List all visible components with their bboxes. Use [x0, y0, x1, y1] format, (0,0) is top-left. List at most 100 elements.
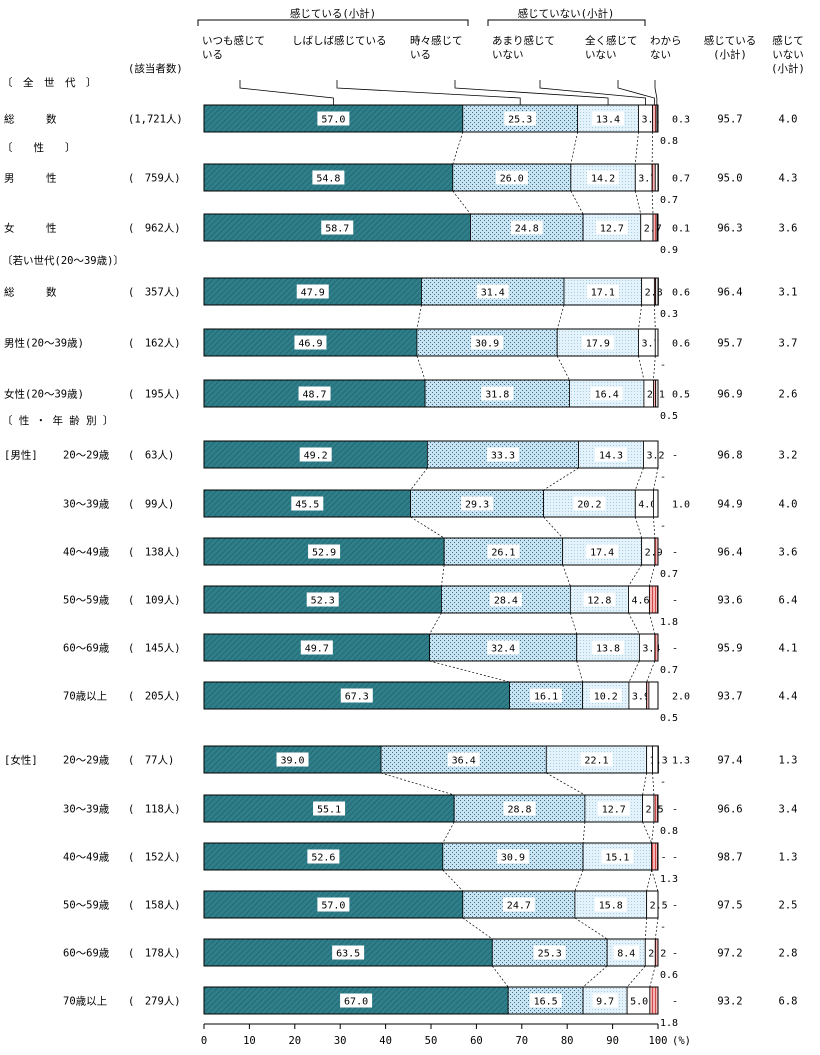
bar-label-7-5: 1.0 — [672, 500, 690, 511]
row-feel-subtotal-10: 95.9 — [717, 643, 742, 655]
bar-label-bg-6-2 — [595, 447, 628, 462]
bar-label-14-1: 30.9 — [501, 853, 525, 864]
connector-13-1 — [582, 821, 586, 844]
bar-label-17-3: 5.0 — [630, 997, 648, 1008]
row-label-10: 60～69歳 — [63, 643, 110, 655]
connector-13-0 — [442, 821, 455, 844]
bar-label-3-5: 0.6 — [672, 288, 690, 299]
bar-label-10-2: 13.8 — [596, 644, 620, 655]
connector-0-0 — [452, 131, 464, 165]
connector-4-0 — [416, 355, 426, 381]
bar-label-bg-12-1 — [447, 752, 480, 767]
row-label-3: 総 数 — [4, 286, 57, 299]
bar-label-14-5: - — [672, 853, 678, 864]
connector-16-0 — [492, 965, 509, 988]
bar-label-1-4: 0.7 — [660, 195, 678, 206]
bar-label-5-5: 0.5 — [672, 390, 690, 401]
bar-label-0-3: 3.1 — [641, 115, 659, 126]
row-notfeel-subtotal-8: 3.6 — [779, 547, 798, 559]
row-group-6: [男性] — [4, 449, 38, 462]
row-feel-subtotal-11: 93.7 — [717, 691, 742, 703]
connector-12-3 — [652, 772, 655, 796]
row-feel-subtotal-1: 95.0 — [717, 173, 742, 185]
legend-label-3-0: あまり感じて — [492, 34, 555, 47]
row-feel-subtotal-7: 94.9 — [717, 499, 742, 511]
row-feel-subtotal-14: 98.7 — [717, 852, 742, 864]
x-tick-label-4: 40 — [379, 1035, 392, 1047]
connector-1-1 — [570, 190, 584, 215]
row-count-13: ( 118人) — [128, 804, 181, 816]
bar-outline-11 — [203, 681, 659, 710]
bar-label-9-5: - — [672, 596, 678, 607]
row-notfeel-subtotal-7: 4.0 — [779, 499, 798, 511]
legend-leader-4 — [617, 80, 655, 105]
row-label-13: 30～39歳 — [63, 804, 110, 816]
bar-label-4-0: 46.9 — [298, 339, 322, 350]
bar-label-bg-7-2 — [573, 496, 606, 511]
bar-label-3-4: 0.3 — [660, 309, 678, 320]
row-label-7: 30～39歳 — [63, 499, 110, 511]
bar-outline-15 — [203, 890, 659, 919]
connector-0-1 — [570, 131, 578, 165]
x-tick-label-3: 30 — [334, 1035, 347, 1047]
connector-7-3 — [653, 516, 656, 539]
legend-label-5-1: ない — [650, 49, 671, 61]
row-feel-subtotal-9: 93.6 — [717, 595, 742, 607]
bar-label-8-3: 2.9 — [645, 548, 663, 559]
bar-label-1-1: 26.0 — [500, 174, 524, 185]
connector-15-1 — [574, 917, 608, 940]
legend-leader-1 — [336, 80, 521, 105]
bar-label-5-2: 16.4 — [595, 390, 619, 401]
bar-label-15-1: 24.7 — [507, 901, 531, 912]
connector-3-3 — [654, 304, 656, 330]
connector-14-0 — [442, 869, 464, 892]
row-count-15: ( 158人) — [128, 900, 181, 912]
row-count-0: (1,721人) — [128, 114, 183, 126]
bar-label-14-2: 15.1 — [605, 853, 629, 864]
row-group-12: [女性] — [4, 754, 38, 767]
row-label-6: 20～29歳 — [63, 450, 110, 462]
bar-label-0-5: 0.3 — [672, 115, 690, 126]
bar-segment-9-4 — [648, 585, 658, 614]
row-count-14: ( 152人) — [128, 852, 181, 864]
section-label-3: 〔 性 ・ 年 齢 別 〕 — [2, 414, 113, 427]
row-notfeel-subtotal-5: 2.6 — [779, 389, 798, 401]
bar-label-bg-7-1 — [461, 496, 494, 511]
bar-label-15-3: 2.5 — [650, 901, 668, 912]
connector-13-3 — [651, 821, 655, 844]
x-tick-label-6: 60 — [470, 1035, 483, 1047]
bar-label-3-3: 2.8 — [645, 288, 663, 299]
bar-label-11-4: 0.5 — [660, 713, 678, 724]
bar-label-14-3: - — [661, 853, 667, 864]
connector-8-3 — [649, 564, 656, 587]
row-label-16: 60～69歳 — [63, 948, 110, 960]
bar-outline-7 — [203, 489, 659, 518]
bar-label-bg-15-2 — [594, 897, 627, 912]
connector-1-2 — [634, 190, 642, 215]
connector-6-2 — [634, 467, 644, 491]
connector-12-2 — [642, 772, 647, 796]
bar-label-7-3: 4.0 — [638, 500, 656, 511]
bar-label-bg-5-0 — [298, 386, 331, 401]
connector-10-0 — [429, 660, 510, 683]
bar-label-8-5: - — [672, 548, 678, 559]
bar-label-4-4: - — [660, 360, 666, 371]
connector-9-3 — [649, 612, 656, 635]
section-label-2: 〔若い世代(20～39歳)〕 — [2, 254, 124, 267]
x-tick-label-5: 50 — [425, 1035, 438, 1047]
bar-segment-0-4 — [652, 104, 657, 133]
bar-label-bg-15-0 — [317, 897, 350, 912]
bar-label-bg-5-1 — [481, 386, 514, 401]
bar-label-16-0: 63.5 — [336, 949, 360, 960]
bar-label-7-4: - — [660, 521, 666, 532]
bar-label-bg-12-2 — [580, 752, 613, 767]
bar-segment-13-4 — [653, 794, 658, 823]
row-label-9: 50～59歳 — [63, 595, 110, 607]
bar-label-bg-13-1 — [503, 801, 536, 816]
bar-label-bg-12-0 — [276, 752, 309, 767]
bracket-notfeel — [487, 19, 646, 26]
legend-label-0-0: いつも感じて — [202, 34, 265, 47]
section-label-1: 〔 性 〕 — [2, 141, 76, 154]
bar-label-bg-9-2 — [583, 592, 616, 607]
connector-8-2 — [628, 564, 642, 587]
